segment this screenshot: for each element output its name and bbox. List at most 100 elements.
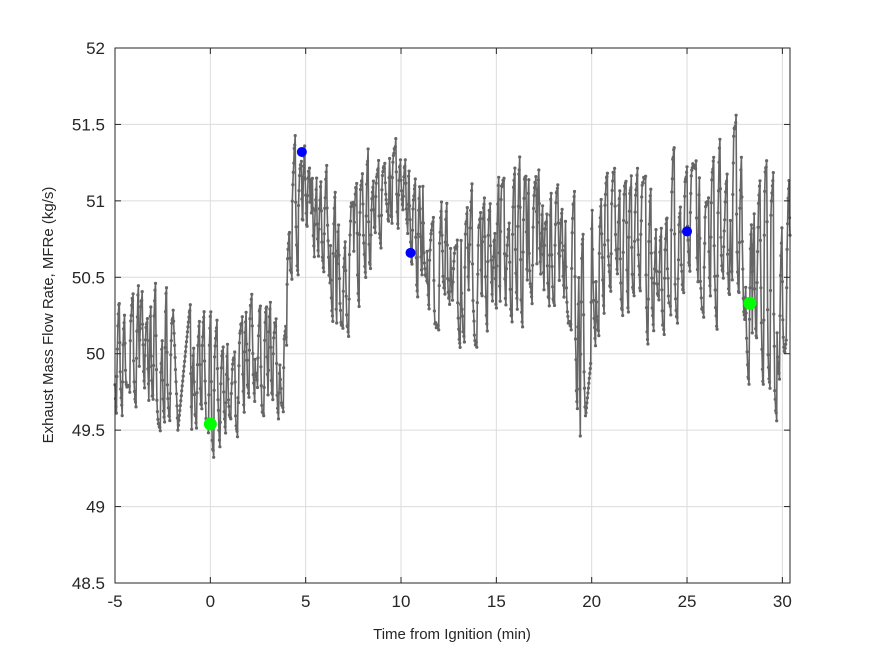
sample-dot <box>315 176 319 180</box>
sample-dot <box>391 160 395 164</box>
sample-dot <box>299 159 303 163</box>
sample-dot <box>582 313 586 317</box>
sample-dot <box>730 269 734 273</box>
sample-dot <box>594 280 598 284</box>
sample-dot <box>296 273 300 277</box>
sample-dot <box>669 313 673 317</box>
sample-dot <box>307 166 312 170</box>
y-tick-label: 51.5 <box>72 115 105 134</box>
sample-dot <box>198 387 202 391</box>
sample-dot <box>438 230 442 234</box>
sample-dot <box>599 197 603 202</box>
sample-dot <box>663 276 667 280</box>
sample-dot <box>459 238 463 243</box>
sample-dot <box>547 304 551 308</box>
sample-dot <box>381 170 385 174</box>
sample-dot <box>440 233 444 237</box>
sample-dot <box>278 363 282 367</box>
sample-dot <box>226 377 230 381</box>
sample-dot <box>468 226 472 230</box>
sample-dot <box>726 287 731 291</box>
sample-dot <box>561 274 565 278</box>
sample-dot <box>430 223 435 227</box>
sample-dot <box>413 177 417 181</box>
sample-dot <box>696 234 701 238</box>
sample-dot <box>409 260 414 264</box>
sample-dot <box>783 346 787 350</box>
sample-dot <box>146 382 150 386</box>
sample-dot <box>123 341 127 345</box>
sample-dot <box>624 179 628 183</box>
sample-dot <box>418 185 422 189</box>
sample-dot <box>152 363 156 368</box>
sample-dot <box>540 213 544 217</box>
sample-dot <box>393 145 397 149</box>
sample-dot <box>569 322 573 326</box>
sample-dot <box>271 398 275 402</box>
sample-dot <box>736 270 740 274</box>
sample-dot <box>363 270 367 274</box>
sample-dot <box>635 173 639 177</box>
sample-dot <box>194 421 198 425</box>
sample-dot <box>668 304 672 308</box>
sample-dot <box>678 205 683 209</box>
sample-dot <box>374 181 378 185</box>
sample-dot <box>663 248 667 252</box>
sample-dot <box>154 334 158 338</box>
sample-dot <box>218 420 222 424</box>
sample-dot <box>639 219 643 223</box>
sample-dot <box>177 418 181 422</box>
sample-dot <box>547 296 551 300</box>
sample-dot <box>437 328 441 332</box>
sample-dot <box>342 256 346 261</box>
sample-dot <box>173 343 177 347</box>
sample-dot <box>746 377 751 381</box>
sample-dot <box>499 229 503 234</box>
sample-dot <box>427 303 431 307</box>
sample-dot <box>348 219 353 223</box>
sample-dot <box>256 334 261 338</box>
sample-dot <box>482 202 486 206</box>
sample-dot <box>233 350 237 354</box>
sample-dot <box>480 294 484 298</box>
sample-dot <box>359 183 363 187</box>
sample-dot <box>439 209 443 213</box>
sample-dot <box>583 414 588 418</box>
sample-dot <box>503 296 507 300</box>
sample-dot <box>599 204 603 208</box>
sample-dot <box>366 159 370 164</box>
sample-dot <box>457 327 461 331</box>
sample-dot <box>184 349 188 354</box>
sample-dot <box>258 307 262 311</box>
sample-dot <box>191 354 195 358</box>
sample-dot <box>153 299 157 303</box>
sample-dot <box>524 230 529 234</box>
sample-dot <box>495 222 499 226</box>
sample-dot <box>218 445 222 449</box>
sample-dot <box>441 280 445 284</box>
sample-dot <box>749 232 753 237</box>
sample-dot <box>621 250 625 254</box>
sample-dot <box>117 302 121 306</box>
sample-dot <box>690 168 694 172</box>
sample-dot <box>289 270 293 275</box>
sample-dot <box>310 176 314 180</box>
sample-dot <box>255 375 259 379</box>
sample-dot <box>535 262 539 266</box>
sample-dot <box>206 431 210 435</box>
sample-dot <box>341 289 345 293</box>
sample-dot <box>616 247 620 251</box>
sample-dot <box>569 328 573 332</box>
sample-dot <box>513 247 518 252</box>
sample-dot <box>158 429 162 433</box>
sample-dot <box>327 273 332 277</box>
sample-dot <box>188 303 192 307</box>
sample-dot <box>153 288 157 292</box>
sample-dot <box>634 182 639 186</box>
sample-dot <box>662 332 666 337</box>
sample-dot <box>779 241 784 245</box>
sample-dot <box>344 269 348 273</box>
sample-dot <box>271 352 275 356</box>
sample-dot <box>403 158 407 162</box>
sample-dot <box>697 193 701 197</box>
